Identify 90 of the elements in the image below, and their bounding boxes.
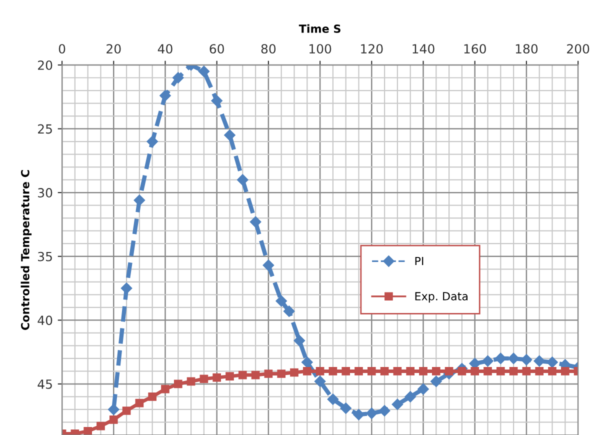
point — [302, 367, 312, 376]
y-tick-label: 35 — [38, 252, 52, 262]
point — [340, 402, 352, 414]
point — [342, 367, 350, 376]
point — [290, 368, 298, 377]
point — [354, 367, 363, 376]
point — [380, 367, 389, 376]
y-tick-label: 45 — [38, 380, 52, 389]
point — [264, 370, 273, 378]
point — [470, 367, 480, 376]
point — [496, 367, 505, 376]
point — [277, 370, 286, 378]
y-tick-label: 20 — [38, 60, 52, 70]
point — [294, 334, 306, 346]
point — [548, 367, 556, 376]
point — [186, 377, 196, 386]
point — [172, 72, 184, 84]
x-tick-label: 0 — [58, 44, 66, 54]
point — [432, 367, 440, 376]
point — [211, 95, 222, 106]
point — [146, 136, 158, 148]
point — [378, 405, 390, 416]
point — [430, 376, 442, 388]
point — [444, 367, 454, 376]
x-tick-label: 80 — [261, 44, 276, 54]
point — [109, 416, 118, 424]
x-axis-title: Time S — [298, 24, 340, 33]
point — [283, 306, 295, 317]
point — [134, 194, 146, 206]
point — [535, 367, 544, 376]
point — [198, 66, 210, 77]
point — [484, 367, 492, 376]
point — [314, 376, 326, 388]
y-tick-label: 25 — [38, 124, 52, 134]
point — [392, 398, 404, 410]
point — [520, 354, 532, 366]
x-tick-label: 60 — [210, 44, 224, 54]
point — [135, 398, 144, 408]
point — [546, 356, 558, 368]
point — [482, 355, 494, 367]
x-tick-label: 180 — [516, 44, 538, 54]
point — [96, 422, 105, 430]
point — [366, 408, 378, 419]
point — [250, 216, 262, 228]
point — [508, 352, 520, 364]
point — [262, 260, 274, 271]
point — [226, 372, 234, 380]
y-axis-title: Controlled Temperature C — [20, 170, 32, 330]
point — [237, 174, 248, 186]
point — [328, 367, 338, 376]
point — [200, 374, 208, 384]
x-tick-label: 120 — [361, 44, 383, 54]
point — [238, 370, 247, 380]
point — [174, 380, 182, 388]
x-tick-label: 20 — [106, 44, 121, 54]
point — [367, 367, 376, 376]
x-tick-label: 100 — [309, 44, 332, 54]
legend-label: PI — [415, 256, 424, 266]
point — [418, 383, 429, 395]
point — [534, 355, 545, 367]
point — [122, 406, 131, 415]
point — [212, 373, 222, 382]
point — [251, 370, 260, 380]
x-tick-label: 160 — [464, 44, 486, 54]
point — [393, 367, 402, 376]
x-tick-label: 140 — [412, 44, 434, 54]
point — [327, 394, 339, 405]
point — [160, 90, 171, 102]
point — [560, 367, 570, 376]
legend-label: Exp. Data — [415, 292, 468, 303]
point — [108, 404, 120, 416]
x-tick-label: 200 — [567, 44, 590, 54]
point — [419, 367, 428, 376]
point — [224, 130, 236, 141]
y-tick-label: 30 — [38, 188, 52, 198]
point — [161, 384, 170, 394]
y-tick-label: 40 — [38, 316, 52, 326]
x-tick-label: 40 — [158, 44, 172, 54]
point — [406, 367, 415, 376]
point — [120, 282, 132, 294]
point — [276, 295, 287, 307]
point — [522, 367, 531, 376]
point — [458, 367, 466, 376]
point — [84, 427, 92, 435]
point — [316, 367, 324, 376]
point — [509, 367, 518, 376]
point — [302, 356, 313, 368]
point — [148, 392, 156, 401]
point — [404, 391, 416, 402]
point — [353, 408, 364, 420]
